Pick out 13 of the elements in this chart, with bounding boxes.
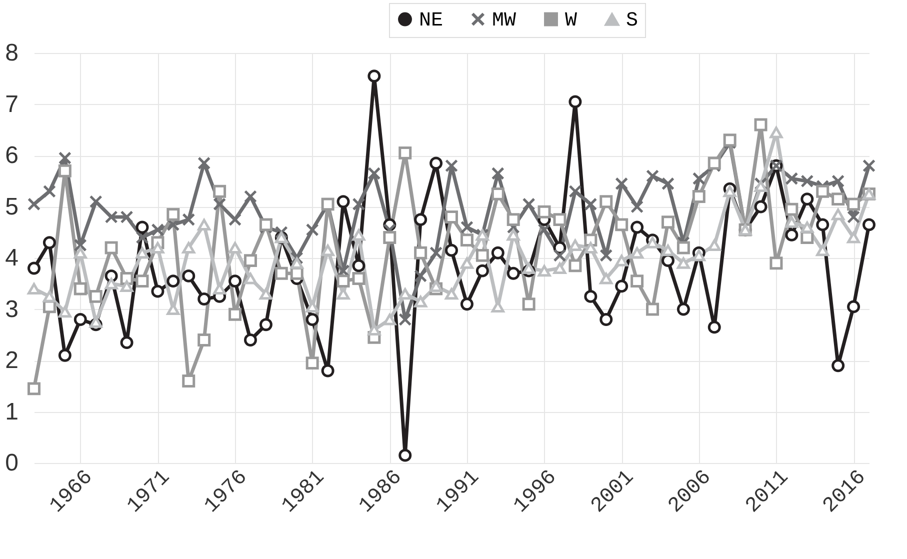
legend-label: NE xyxy=(419,9,444,32)
legend-label: S xyxy=(626,10,638,33)
y-tick-label: 2 xyxy=(5,347,18,374)
y-tick-label: 3 xyxy=(5,296,18,323)
y-tick-label: 5 xyxy=(5,193,18,220)
y-tick-label: 6 xyxy=(5,142,18,169)
y-tick-label: 7 xyxy=(5,90,18,118)
y-tick-label: 8 xyxy=(5,40,18,66)
y-tick-label: 1 xyxy=(5,398,18,426)
y-tick-label: 0 xyxy=(5,450,18,476)
legend-label: MW xyxy=(492,9,516,32)
legend-label: W xyxy=(565,9,578,32)
y-tick-label: 4 xyxy=(5,244,18,272)
